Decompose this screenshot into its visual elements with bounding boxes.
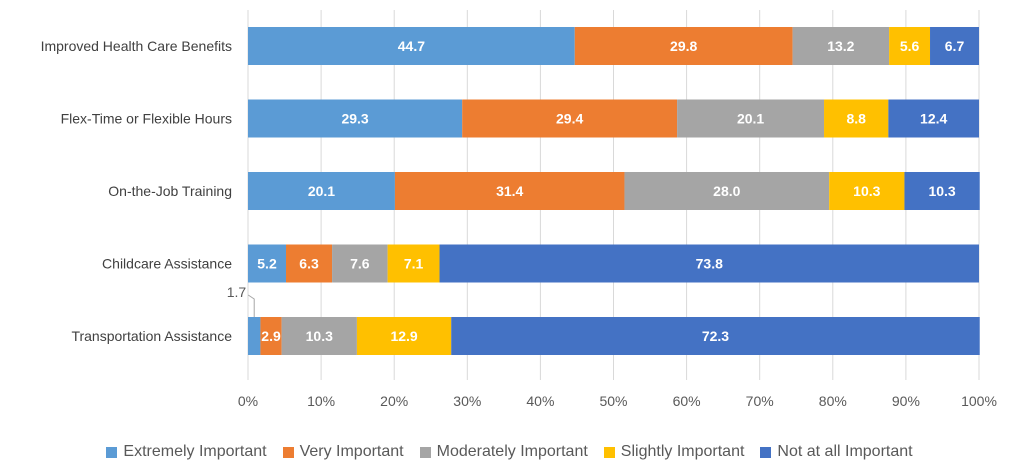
bar-segment	[451, 317, 980, 355]
bar-segment	[248, 244, 287, 283]
data-label: 29.4	[556, 111, 583, 127]
legend-swatch	[282, 446, 294, 458]
bar-segment	[677, 99, 825, 138]
x-tick-label: 40%	[526, 393, 554, 409]
data-label: 12.4	[920, 111, 947, 127]
x-tick-label: 50%	[599, 393, 627, 409]
legend-label: Very Important	[299, 443, 404, 460]
bar-segment	[387, 244, 440, 283]
data-label: 44.7	[398, 38, 425, 54]
data-label: 72.3	[702, 328, 729, 344]
data-label: 20.1	[308, 183, 335, 199]
data-label: 12.9	[390, 328, 417, 344]
bar-segment	[248, 99, 463, 138]
x-tick-label: 80%	[819, 393, 847, 409]
x-tick-label: 30%	[453, 393, 481, 409]
bar-segment	[824, 99, 889, 138]
data-label: 2.9	[261, 328, 281, 344]
legend-label: Slightly Important	[620, 443, 745, 460]
legend-label: Not at all Important	[777, 443, 913, 460]
data-label: 7.6	[350, 256, 370, 272]
bar-segment	[394, 172, 625, 210]
bar-segment	[889, 27, 931, 65]
legend-item: Moderately Important	[419, 443, 588, 461]
bar-segment	[462, 99, 678, 138]
bar-segment	[888, 99, 979, 138]
data-label: 31.4	[496, 183, 523, 199]
category-label: Improved Health Care Benefits	[41, 38, 232, 54]
category-label: On-the-Job Training	[108, 183, 232, 199]
bar-segment	[281, 317, 357, 355]
data-label: 6.7	[945, 38, 965, 54]
x-tick-label: 90%	[892, 393, 920, 409]
x-tick-label: 70%	[746, 393, 774, 409]
data-label: 20.1	[737, 111, 764, 127]
bar-segment	[248, 27, 575, 65]
bar-segment	[829, 172, 905, 210]
chart-legend: Extremely Important Very Important Moderat…	[0, 443, 1019, 461]
category-label: Flex-Time or Flexible Hours	[61, 111, 232, 127]
bar-segment	[904, 172, 980, 210]
legend-swatch	[106, 446, 118, 458]
legend-label: Extremely Important	[123, 443, 267, 460]
bar-segment	[792, 27, 890, 65]
data-label: 7.1	[404, 256, 424, 272]
legend-label: Moderately Important	[436, 443, 588, 460]
data-label: 29.3	[341, 111, 368, 127]
data-label: 5.2	[257, 256, 277, 272]
data-label: 10.3	[928, 183, 955, 199]
bar-segment	[332, 244, 388, 283]
bar-segment	[439, 244, 980, 283]
stacked-bar-chart: 0% 10% 20% 30% 40% 50% 60% 70% 80% 90% 100% Improve…	[41, 10, 997, 409]
legend-item: Very Important	[282, 443, 404, 461]
x-tick-label: 100%	[961, 393, 997, 409]
x-tick-label: 0%	[238, 393, 258, 409]
bar-segment	[248, 317, 261, 355]
bar-segment	[248, 172, 395, 210]
data-label: 8.8	[846, 111, 866, 127]
data-label: 28.0	[713, 183, 740, 199]
x-tick-label: 10%	[307, 393, 335, 409]
x-tick-label: 60%	[673, 393, 701, 409]
legend-swatch	[760, 446, 772, 458]
data-label: 5.6	[900, 38, 920, 54]
bar-segment	[574, 27, 793, 65]
data-label: 29.8	[670, 38, 697, 54]
data-label: 10.3	[306, 328, 333, 344]
data-label: 73.8	[696, 256, 723, 272]
data-label: 10.3	[853, 183, 880, 199]
legend-swatch	[603, 446, 615, 458]
category-label: Transportation Assistance	[71, 328, 232, 344]
data-label: 13.2	[827, 38, 854, 54]
bar-segment	[356, 317, 452, 355]
bar-segment	[930, 27, 979, 65]
legend-item: Slightly Important	[603, 443, 745, 461]
data-label: 6.3	[299, 256, 319, 272]
category-label: Childcare Assistance	[102, 256, 232, 272]
legend-item: Not at all Important	[760, 443, 913, 461]
bar-segment	[260, 317, 282, 355]
legend-item: Extremely Important	[106, 443, 267, 461]
callout-leader-line	[247, 294, 255, 317]
bar-segment	[624, 172, 830, 210]
callout-data-label: 1.7	[227, 284, 247, 300]
bar-segment	[286, 244, 333, 283]
legend-swatch	[419, 446, 431, 458]
x-tick-label: 20%	[380, 393, 408, 409]
